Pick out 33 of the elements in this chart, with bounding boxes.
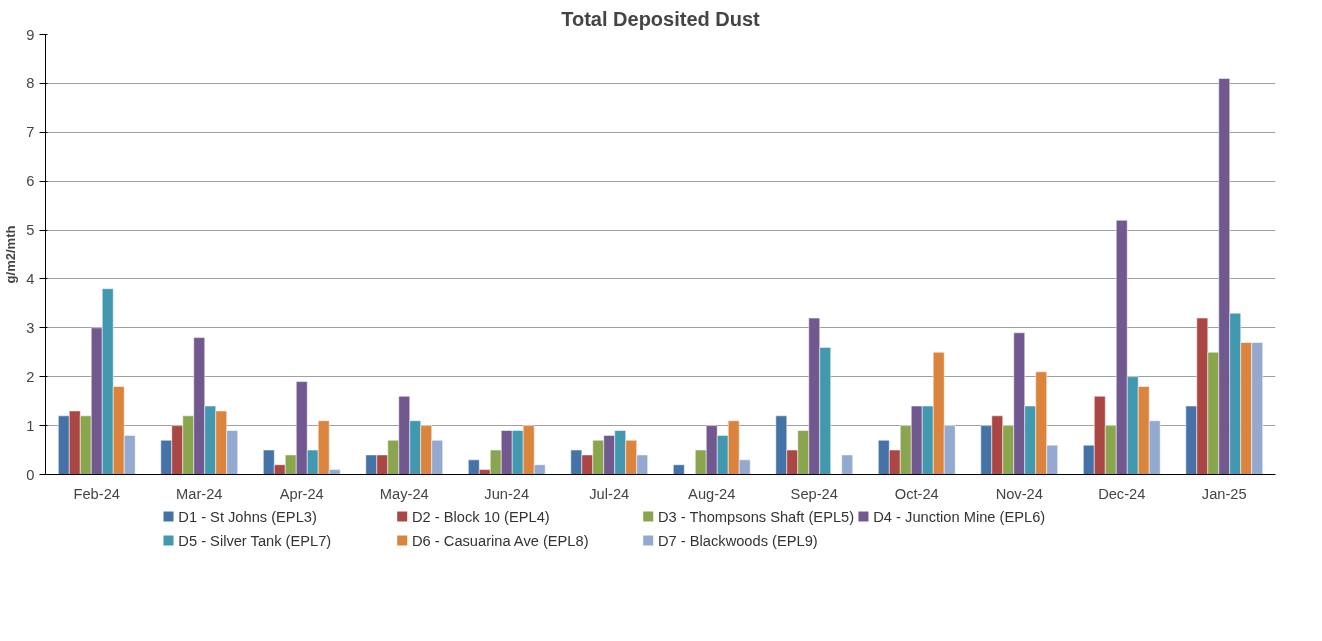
y-tick-label: 4 <box>26 270 35 287</box>
legend-label: D5 - Silver Tank (EPL7) <box>178 532 332 549</box>
y-tick-label: 2 <box>26 368 35 385</box>
x-tick-label: May-24 <box>379 485 429 502</box>
legend-label: D1 - St Johns (EPL3) <box>178 508 317 525</box>
y-tick-label: 8 <box>26 75 35 92</box>
legend-label: D3 - Thompsons Shaft (EPL5) <box>658 508 855 525</box>
y-tick-label: 3 <box>26 319 35 336</box>
x-tick-label: Sep-24 <box>790 485 838 502</box>
x-tick-label: Jan-25 <box>1201 485 1247 502</box>
y-tick-label: 0 <box>26 466 35 483</box>
x-tick-label: Aug-24 <box>688 485 736 502</box>
x-tick-label: Oct-24 <box>894 485 939 502</box>
legend-label: D2 - Block 10 (EPL4) <box>412 508 550 525</box>
y-tick-label: 6 <box>26 173 35 190</box>
y-tick-label: 1 <box>26 417 35 434</box>
y-tick-label: 7 <box>26 124 35 141</box>
x-tick-label: Mar-24 <box>176 485 223 502</box>
x-tick-label: Apr-24 <box>279 485 324 502</box>
x-tick-label: Jul-24 <box>589 485 630 502</box>
bar <box>673 464 685 475</box>
x-tick-label: Dec-24 <box>1098 485 1146 502</box>
x-tick-label: Nov-24 <box>995 485 1043 502</box>
y-axis-title: g/m2/mth <box>3 225 19 284</box>
bar <box>841 454 853 475</box>
legend-label: D4 - Junction Mine (EPL6) <box>873 508 1046 525</box>
legend-label: D6 - Casuarina Ave (EPL8) <box>412 532 589 549</box>
y-tick-label: 9 <box>26 26 35 43</box>
x-tick-label: Feb-24 <box>73 485 120 502</box>
legend-label: D7 - Blackwoods (EPL9) <box>658 532 818 549</box>
chart-title: Total Deposited Dust <box>561 7 761 30</box>
y-tick-label: 5 <box>26 222 35 239</box>
x-tick-label: Jun-24 <box>484 485 530 502</box>
